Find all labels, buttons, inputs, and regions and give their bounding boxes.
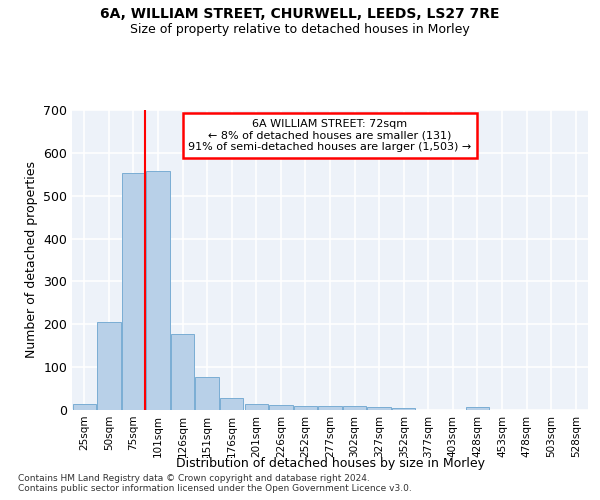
Y-axis label: Number of detached properties: Number of detached properties	[25, 162, 38, 358]
Bar	[466, 408, 489, 410]
Bar	[171, 334, 194, 410]
Bar	[343, 406, 366, 410]
Bar	[245, 404, 268, 410]
Bar	[97, 322, 121, 410]
Bar	[146, 171, 170, 410]
Bar	[367, 407, 391, 410]
Bar	[220, 398, 244, 410]
Bar	[122, 173, 145, 410]
Bar	[196, 376, 219, 410]
Bar	[269, 405, 293, 410]
Text: Contains HM Land Registry data © Crown copyright and database right 2024.: Contains HM Land Registry data © Crown c…	[18, 474, 370, 483]
Bar	[73, 404, 96, 410]
Text: Contains public sector information licensed under the Open Government Licence v3: Contains public sector information licen…	[18, 484, 412, 493]
Bar	[392, 408, 415, 410]
Bar	[294, 406, 317, 410]
Text: 6A WILLIAM STREET: 72sqm
← 8% of detached houses are smaller (131)
91% of semi-d: 6A WILLIAM STREET: 72sqm ← 8% of detache…	[188, 119, 472, 152]
Bar	[319, 406, 341, 410]
Text: 6A, WILLIAM STREET, CHURWELL, LEEDS, LS27 7RE: 6A, WILLIAM STREET, CHURWELL, LEEDS, LS2…	[100, 8, 500, 22]
Text: Size of property relative to detached houses in Morley: Size of property relative to detached ho…	[130, 22, 470, 36]
Text: Distribution of detached houses by size in Morley: Distribution of detached houses by size …	[176, 458, 485, 470]
